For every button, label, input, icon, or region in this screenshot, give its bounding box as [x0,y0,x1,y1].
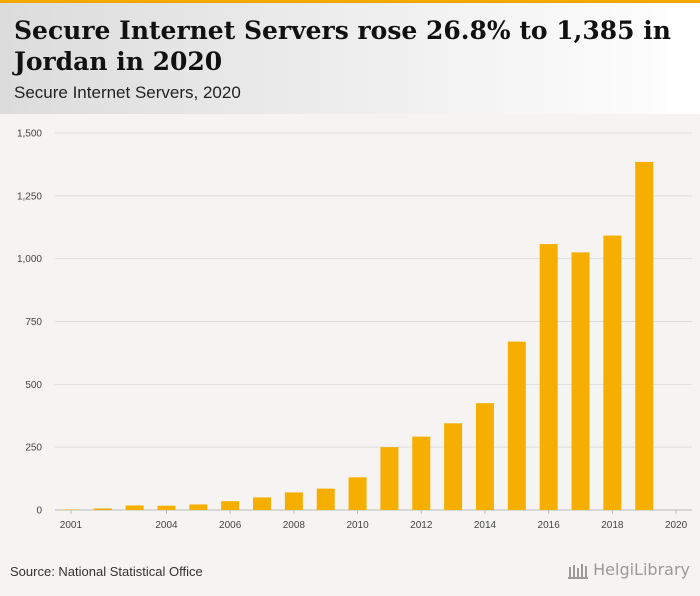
bar-2014 [475,403,494,510]
logo-text: HelgiLibrary [593,560,690,579]
x-tick-label: 2020 [665,520,688,531]
bar-2009 [316,488,335,510]
y-tick-label: 0 [36,506,42,517]
source-note: Source: National Statistical Office [10,564,203,579]
bar-2001 [61,509,80,510]
library-icon [568,563,589,579]
bar-2005 [189,504,208,510]
y-tick-label: 1,250 [17,191,42,202]
x-tick-label: 2018 [601,520,624,531]
top-accent-bar [0,0,700,3]
bar-2013 [444,423,463,510]
bar-2002 [93,508,112,510]
y-tick-label: 500 [25,380,42,391]
x-tick-label: 2010 [346,520,369,531]
grid-lines [55,132,692,511]
bar-2010 [348,477,367,510]
x-tick-label: 2016 [538,520,561,531]
bar-2018 [603,235,622,510]
bar-2016 [539,244,558,510]
y-tick-label: 1,500 [17,129,42,140]
y-tick-label: 1,000 [17,254,42,265]
bar-2012 [412,436,431,510]
y-tick-label: 750 [25,317,42,328]
x-tick-label: 2014 [474,520,497,531]
bars [61,161,654,511]
y-tick-label: 250 [25,443,42,454]
header: Secure Internet Servers rose 26.8% to 1,… [0,3,700,114]
bar-2008 [284,492,303,510]
x-tick-label: 2001 [60,520,83,531]
bar-2019 [635,161,654,511]
bar-2015 [507,341,526,510]
x-axis-ticks: 2001 2004 2006 2008 2010 2012 2014 2016 2018 2020 [60,510,688,531]
bar-2006 [221,501,240,510]
chart-subtitle: Secure Internet Servers, 2020 [14,83,241,102]
bar-2017 [571,252,590,510]
bar-2004 [157,505,176,510]
bar-2003 [125,505,144,510]
bar-2011 [380,447,399,510]
x-tick-label: 2008 [283,520,306,531]
x-tick-label: 2004 [155,520,178,531]
helgilibrary-logo: HelgiLibrary [567,560,690,579]
chart-title: Secure Internet Servers rose 26.8% to 1,… [14,16,671,76]
bar-2007 [253,497,272,510]
y-axis-ticks: 0 250 500 750 1,000 1,250 1,500 [17,129,42,517]
x-tick-label: 2006 [219,520,242,531]
x-tick-label: 2012 [410,520,433,531]
